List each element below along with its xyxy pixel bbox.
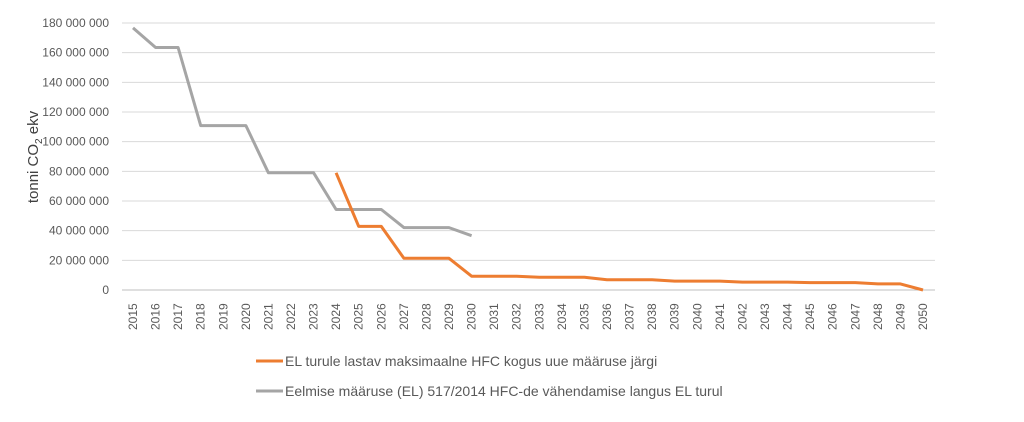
x-tick-label: 2038 bbox=[645, 303, 659, 330]
x-tick-label: 2037 bbox=[623, 303, 637, 330]
x-tick-label: 2021 bbox=[261, 303, 275, 330]
x-tick-label: 2049 bbox=[893, 303, 907, 330]
y-tick-label: 100 000 000 bbox=[42, 135, 109, 149]
y-tick-label: 0 bbox=[102, 283, 109, 297]
x-tick-label: 2030 bbox=[465, 303, 479, 330]
x-tick-label: 2025 bbox=[352, 303, 366, 330]
x-tick-label: 2015 bbox=[126, 303, 140, 330]
x-tick-label: 2031 bbox=[487, 303, 501, 330]
x-tick-label: 2041 bbox=[713, 303, 727, 330]
y-tick-label: 180 000 000 bbox=[42, 16, 109, 30]
x-tick-label: 2017 bbox=[171, 303, 185, 330]
x-tick-label: 2024 bbox=[329, 303, 343, 330]
legend: EL turule lastav maksimaalne HFC kogus u… bbox=[256, 353, 723, 399]
x-tick-label: 2019 bbox=[216, 303, 230, 330]
legend-label-previous-regulation: Eelmise määruse (EL) 517/2014 HFC-de väh… bbox=[285, 383, 723, 399]
series-line-previous-regulation bbox=[132, 26, 473, 238]
x-tick-label: 2026 bbox=[374, 303, 388, 330]
y-tick-label: 40 000 000 bbox=[49, 224, 109, 238]
x-tick-label: 2036 bbox=[600, 303, 614, 330]
x-tick-label: 2048 bbox=[871, 303, 885, 330]
x-tick-label: 2043 bbox=[758, 303, 772, 330]
y-tick-label: 160 000 000 bbox=[42, 46, 109, 60]
y-tick-label: 140 000 000 bbox=[42, 75, 109, 89]
x-tick-label: 2046 bbox=[826, 303, 840, 330]
x-tick-label: 2033 bbox=[532, 303, 546, 330]
x-tick-label: 2022 bbox=[284, 303, 298, 330]
x-tick-label: 2042 bbox=[735, 303, 749, 330]
y-tick-label: 60 000 000 bbox=[49, 194, 109, 208]
series-line-new-regulation bbox=[334, 172, 924, 292]
x-tick-label: 2032 bbox=[510, 303, 524, 330]
x-tick-label: 2039 bbox=[668, 303, 682, 330]
x-tick-label: 2027 bbox=[397, 303, 411, 330]
x-tick-label: 2047 bbox=[848, 303, 862, 330]
y-tick-label: 20 000 000 bbox=[49, 253, 109, 267]
x-tick-label: 2028 bbox=[419, 303, 433, 330]
y-axis-label: tonni CO2 ekv bbox=[25, 110, 45, 203]
y-tick-label: 120 000 000 bbox=[42, 105, 109, 119]
x-tick-label: 2018 bbox=[194, 303, 208, 330]
legend-label-new-regulation: EL turule lastav maksimaalne HFC kogus u… bbox=[285, 353, 657, 369]
x-tick-label: 2016 bbox=[149, 303, 163, 330]
x-tick-label: 2020 bbox=[239, 303, 253, 330]
x-tick-label: 2045 bbox=[803, 303, 817, 330]
y-tick-label: 80 000 000 bbox=[49, 164, 109, 178]
x-tick-label: 2023 bbox=[307, 303, 321, 330]
x-tick-label: 2050 bbox=[916, 303, 930, 330]
x-tick-label: 2044 bbox=[781, 303, 795, 330]
x-tick-label: 2034 bbox=[555, 303, 569, 330]
x-tick-label: 2029 bbox=[442, 303, 456, 330]
x-tick-label: 2040 bbox=[690, 303, 704, 330]
x-tick-label: 2035 bbox=[577, 303, 591, 330]
